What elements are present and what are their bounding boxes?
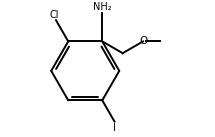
Text: NH₂: NH₂ [93, 2, 112, 12]
Text: O: O [139, 36, 147, 46]
Text: I: I [113, 123, 116, 133]
Text: Cl: Cl [50, 10, 59, 20]
